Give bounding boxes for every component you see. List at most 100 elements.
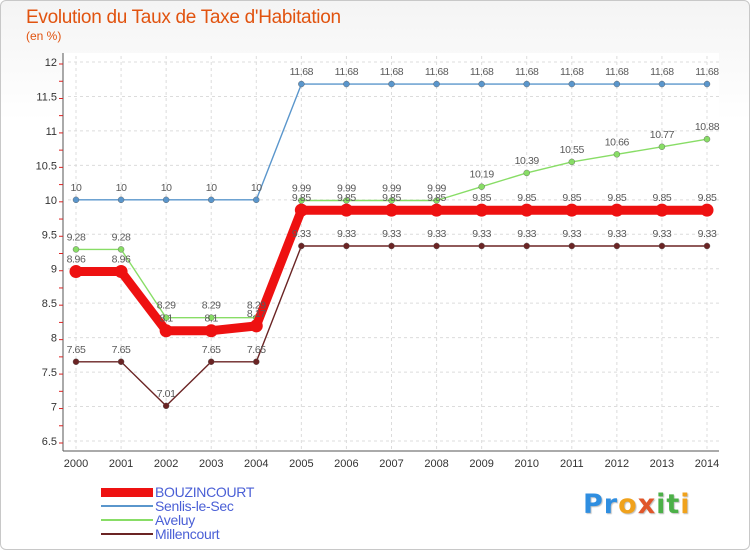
x-tick-label: 2003 bbox=[199, 458, 223, 470]
series-point bbox=[523, 242, 530, 250]
series-point bbox=[478, 183, 485, 190]
series-point bbox=[339, 203, 353, 217]
data-label: 10 bbox=[251, 182, 262, 194]
series-point bbox=[568, 158, 575, 166]
data-label: 7.65 bbox=[202, 344, 221, 356]
plot-area bbox=[63, 53, 719, 451]
data-label: 7.65 bbox=[67, 344, 86, 356]
data-label: 9.85 bbox=[337, 192, 356, 204]
data-label: 9.33 bbox=[427, 228, 446, 240]
series-point bbox=[433, 242, 440, 250]
data-label: 9.33 bbox=[562, 228, 581, 240]
series-point bbox=[613, 242, 621, 250]
series-point bbox=[613, 151, 621, 158]
data-label: 11.68 bbox=[560, 66, 584, 78]
data-label: 8.96 bbox=[112, 253, 131, 265]
y-tick-label: 9 bbox=[51, 264, 57, 276]
legend-label: Aveluy bbox=[155, 512, 195, 528]
series-point bbox=[655, 203, 669, 217]
series-point bbox=[208, 358, 215, 365]
logo-letter: i bbox=[680, 489, 691, 520]
data-label: 9.33 bbox=[292, 228, 311, 240]
data-label: 10 bbox=[71, 182, 82, 194]
series-point bbox=[388, 242, 395, 250]
y-tick-label: 11.5 bbox=[36, 91, 57, 103]
data-label: 10 bbox=[161, 182, 172, 194]
x-tick-label: 2010 bbox=[514, 458, 538, 470]
x-tick-label: 2013 bbox=[650, 458, 674, 470]
series-point bbox=[253, 358, 260, 365]
data-label: 9.28 bbox=[112, 231, 131, 243]
data-label: 8.1 bbox=[205, 313, 219, 325]
legend-swatch bbox=[101, 533, 153, 535]
data-label: 9.85 bbox=[382, 192, 401, 204]
x-tick-label: 2008 bbox=[424, 458, 448, 470]
logo-letter: r bbox=[603, 489, 619, 520]
data-label: 9.33 bbox=[607, 228, 626, 240]
series-point bbox=[208, 314, 215, 321]
series-point bbox=[658, 80, 666, 88]
data-label: 7.65 bbox=[247, 344, 266, 356]
series-point bbox=[159, 324, 173, 338]
x-tick-label: 2006 bbox=[334, 458, 358, 470]
data-label: 8.96 bbox=[67, 253, 86, 265]
data-labels: 8.96 8.968.1 8.1 8.179.85 9.85 9.85 9.85 9.85 9.… bbox=[67, 66, 721, 400]
data-label: 9.33 bbox=[472, 228, 491, 240]
data-label: 8.29 bbox=[202, 300, 221, 312]
series-point bbox=[343, 80, 350, 88]
series-point bbox=[298, 197, 305, 204]
y-tick-label: 8 bbox=[51, 333, 57, 345]
series-point bbox=[388, 197, 395, 204]
x-tick-label: 2012 bbox=[605, 458, 629, 470]
data-label: 8.1 bbox=[159, 313, 173, 325]
series-point bbox=[523, 169, 530, 177]
series-point bbox=[249, 319, 263, 333]
series-point bbox=[610, 203, 624, 217]
legend-label: BOUZINCOURT bbox=[155, 484, 255, 500]
data-label: 11.68 bbox=[335, 66, 359, 78]
series-point bbox=[114, 264, 128, 278]
legend-swatch bbox=[101, 519, 153, 521]
plot-background bbox=[63, 53, 719, 451]
series-point bbox=[703, 135, 711, 143]
legend-label: Millencourt bbox=[155, 526, 220, 542]
data-label: 10.55 bbox=[560, 144, 585, 156]
series-point bbox=[568, 242, 575, 250]
x-tick-label: 2005 bbox=[289, 458, 313, 470]
data-label: 9.85 bbox=[653, 192, 672, 204]
logo-letter: i bbox=[656, 489, 667, 520]
data-label: 10.66 bbox=[605, 136, 630, 148]
legend-swatch bbox=[101, 487, 153, 497]
data-label: 10.77 bbox=[650, 129, 675, 141]
logo-letter: P bbox=[583, 489, 604, 520]
data-label: 9.28 bbox=[67, 231, 86, 243]
logo-letter: t bbox=[666, 489, 681, 520]
data-label: 10.19 bbox=[470, 169, 495, 181]
x-tick-label: 2014 bbox=[695, 458, 719, 470]
data-label: 7.01 bbox=[157, 388, 176, 400]
logo-letter: o bbox=[618, 489, 638, 520]
series-group bbox=[69, 80, 714, 410]
data-label: 9.85 bbox=[607, 192, 626, 204]
data-label: 9.99 bbox=[382, 183, 401, 195]
series-point bbox=[388, 80, 395, 88]
series-point bbox=[565, 203, 579, 217]
logo-letter: x bbox=[637, 489, 657, 520]
data-label: 11.68 bbox=[425, 66, 449, 78]
series-point bbox=[204, 324, 218, 338]
series-point bbox=[294, 203, 308, 217]
data-label: 9.33 bbox=[517, 228, 536, 240]
data-label: 9.33 bbox=[653, 228, 672, 240]
series-point bbox=[478, 242, 485, 250]
data-label: 9.85 bbox=[562, 192, 581, 204]
x-tick-label: 2002 bbox=[154, 458, 178, 470]
x-tick-label: 2001 bbox=[109, 458, 133, 470]
series-point bbox=[703, 80, 711, 88]
series-point bbox=[523, 80, 530, 88]
data-label: 11.68 bbox=[290, 66, 314, 78]
chart-title: Evolution du Taux de Taxe d'Habitation bbox=[26, 7, 341, 28]
x-tick-label: 2009 bbox=[469, 458, 493, 470]
series-point bbox=[343, 197, 350, 204]
